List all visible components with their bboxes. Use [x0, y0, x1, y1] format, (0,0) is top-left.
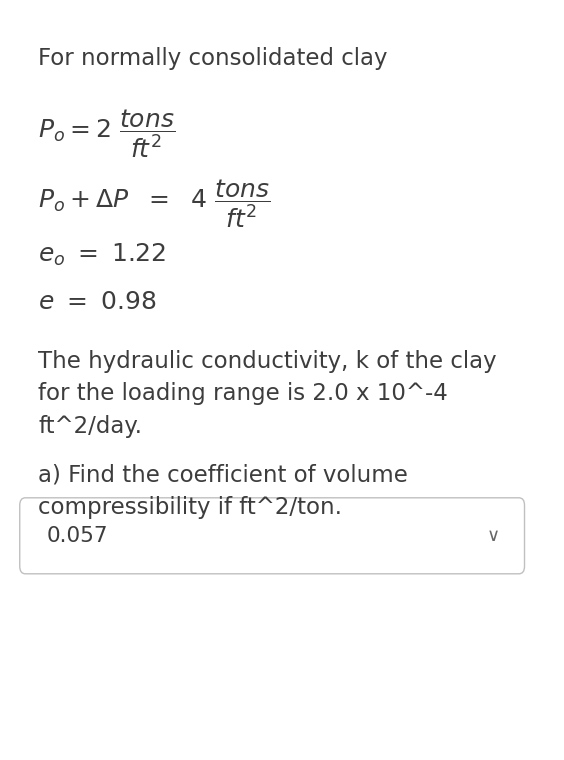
- Text: The hydraulic conductivity, k of the clay: The hydraulic conductivity, k of the cla…: [38, 350, 497, 372]
- Text: 0.057: 0.057: [47, 526, 108, 546]
- Text: For normally consolidated clay: For normally consolidated clay: [38, 47, 388, 70]
- Text: $\mathit{e}\ =\ 0.98$: $\mathit{e}\ =\ 0.98$: [38, 290, 157, 315]
- Text: for the loading range is 2.0 x 10^-4: for the loading range is 2.0 x 10^-4: [38, 382, 448, 405]
- Text: ∨: ∨: [487, 527, 500, 545]
- Text: $\mathit{P}_o + \Delta \mathit{P}\ \ =\ \ 4\ \dfrac{\mathit{tons}}{\mathit{ft}^2: $\mathit{P}_o + \Delta \mathit{P}\ \ =\ …: [38, 178, 271, 230]
- Text: ft^2/day.: ft^2/day.: [38, 415, 142, 438]
- Text: compressibility if ft^2/ton.: compressibility if ft^2/ton.: [38, 496, 342, 519]
- Text: $\mathit{P}_o = 2\ \dfrac{\mathit{tons}}{\mathit{ft}^2}$: $\mathit{P}_o = 2\ \dfrac{\mathit{tons}}…: [38, 108, 175, 160]
- Text: $\mathit{e}_o\ =\ 1.22$: $\mathit{e}_o\ =\ 1.22$: [38, 242, 166, 268]
- Text: a) Find the coefficient of volume: a) Find the coefficient of volume: [38, 464, 408, 486]
